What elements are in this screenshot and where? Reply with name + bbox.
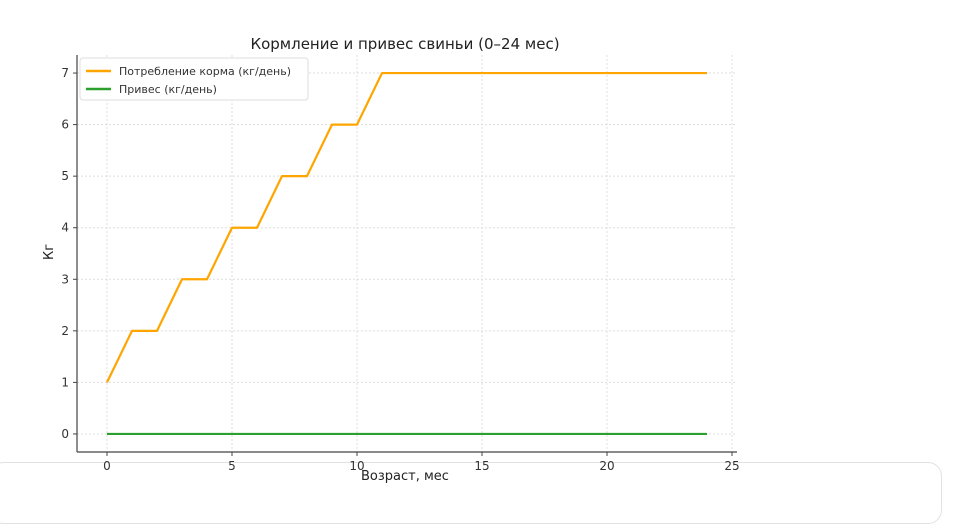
legend: Потребление корма (кг/день) Привес (кг/д… (79, 57, 309, 101)
legend-label-gain: Привес (кг/день) (119, 83, 217, 96)
x-tick-label: 5 (228, 459, 236, 473)
chart-title: Кормление и привес свиньи (0–24 мес) (250, 35, 559, 53)
y-tick-label: 1 (61, 375, 69, 389)
x-tick-label: 15 (474, 459, 489, 473)
y-tick-label: 2 (61, 324, 69, 338)
chart: Кормление и привес свиньи (0–24 мес) 0 5 1… (42, 35, 740, 484)
x-tick-label: 25 (724, 459, 739, 473)
legend-box (79, 57, 309, 101)
y-tick-label: 0 (61, 427, 69, 441)
y-tick-label: 5 (61, 169, 69, 183)
legend-label-feed: Потребление корма (кг/день) (119, 65, 291, 78)
axes (76, 55, 737, 453)
x-tick-label: 20 (599, 459, 614, 473)
y-tick-label: 6 (61, 118, 69, 132)
y-axis-label: Кг (42, 244, 57, 260)
x-tick-label: 10 (349, 459, 364, 473)
grid (77, 55, 737, 452)
series-line-feed (106, 71, 707, 383)
y-tick-label: 3 (61, 272, 69, 286)
series (106, 71, 707, 436)
ticks: 0 5 10 15 20 25 0 1 2 3 4 5 6 7 (61, 66, 739, 473)
x-axis-label: Возраст, мес (361, 469, 449, 484)
y-tick-label: 4 (61, 221, 69, 235)
y-tick-label: 7 (61, 66, 69, 80)
x-tick-label: 0 (103, 459, 111, 473)
